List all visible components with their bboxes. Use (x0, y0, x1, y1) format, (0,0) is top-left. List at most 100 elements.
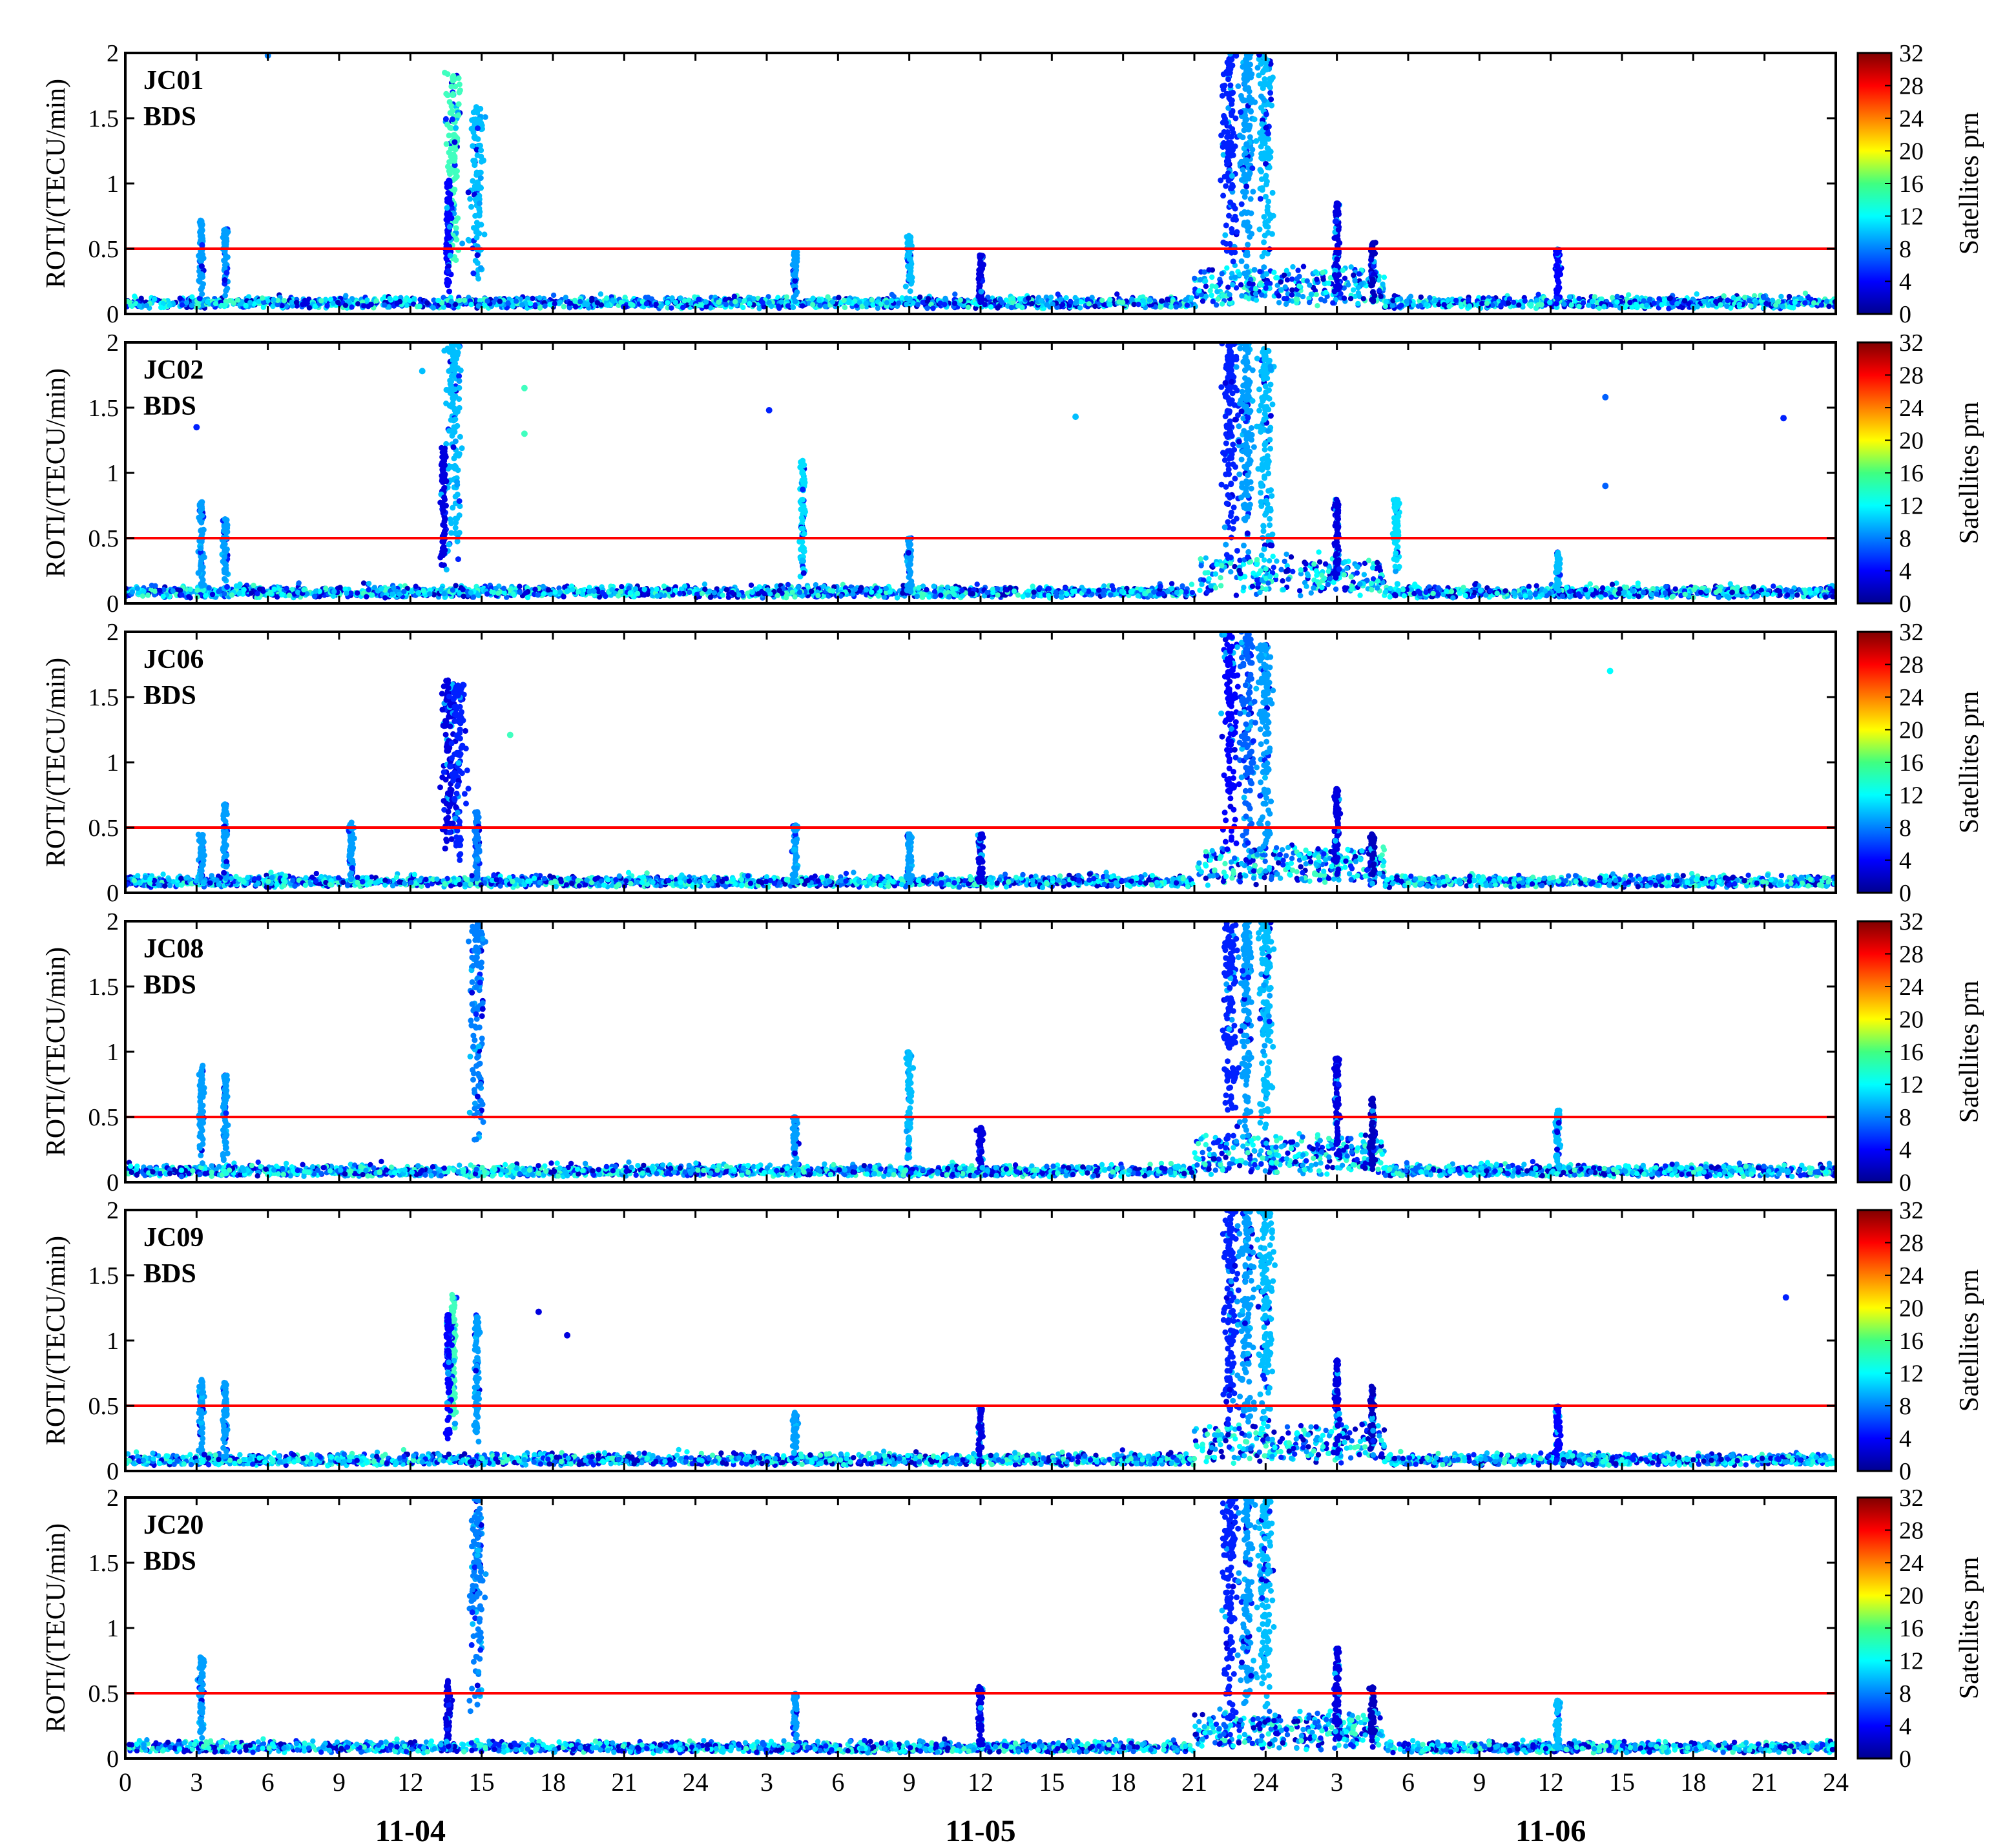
data-point (361, 303, 367, 309)
data-point (1232, 205, 1238, 212)
data-point (740, 304, 746, 311)
data-point (669, 305, 674, 311)
data-point (445, 190, 452, 196)
data-point (1258, 176, 1265, 182)
data-point (1294, 276, 1300, 282)
data-point (1490, 302, 1495, 308)
data-point (452, 158, 457, 164)
data-point (1267, 90, 1274, 96)
data-point (1220, 239, 1227, 245)
data-point (1015, 303, 1021, 309)
data-point (1229, 182, 1236, 188)
data-point (1356, 271, 1362, 277)
data-point (1238, 258, 1245, 264)
data-point (577, 298, 583, 305)
data-point (1254, 65, 1261, 71)
data-point (1622, 304, 1628, 311)
data-point (189, 294, 195, 300)
data-point (1230, 282, 1236, 287)
data-point (1295, 267, 1301, 273)
data-point (471, 225, 477, 231)
data-point (1230, 89, 1236, 96)
data-point (1225, 160, 1231, 167)
data-point (1539, 302, 1544, 308)
data-point (1237, 160, 1243, 167)
data-point (1264, 145, 1271, 151)
data-point (445, 263, 452, 269)
data-point (1627, 299, 1633, 306)
data-point (199, 291, 205, 297)
data-point (446, 168, 452, 174)
data-point (1678, 592, 1684, 599)
data-point (446, 132, 452, 139)
data-point (1278, 287, 1284, 293)
data-point (455, 112, 462, 118)
data-point (908, 261, 915, 267)
data-point (1058, 297, 1064, 302)
data-point (484, 298, 490, 304)
data-point (1298, 567, 1304, 573)
data-point (1189, 295, 1194, 301)
data-point (481, 231, 488, 238)
data-point (1128, 297, 1135, 302)
data-point (1335, 227, 1342, 233)
data-point (1369, 297, 1375, 303)
data-point (645, 295, 651, 300)
data-point (312, 304, 318, 309)
data-point (1348, 264, 1354, 270)
data-point (915, 302, 921, 308)
data-point (1220, 293, 1226, 298)
data-point (792, 278, 798, 284)
data-point (769, 303, 774, 309)
data-point (1308, 291, 1315, 297)
data-point (957, 297, 964, 303)
data-point (859, 304, 866, 309)
data-point (455, 75, 462, 81)
data-point (1244, 65, 1251, 72)
data-point (302, 297, 308, 304)
data-point (942, 302, 948, 308)
data-point (1074, 298, 1080, 304)
data-point (247, 300, 253, 306)
data-point (470, 270, 477, 277)
data-point (474, 260, 481, 266)
data-point (452, 139, 458, 145)
data-point (1516, 302, 1522, 308)
data-point (1747, 298, 1752, 304)
data-point (605, 302, 611, 308)
data-point (1247, 169, 1253, 176)
data-point (978, 288, 984, 295)
data-point (1258, 93, 1264, 99)
data-point (1368, 256, 1374, 263)
data-point (243, 303, 249, 309)
colorbar-tick-label: 24 (1899, 105, 1924, 132)
data-point (1674, 301, 1680, 307)
data-point (1019, 304, 1025, 311)
data-point (1003, 297, 1009, 303)
data-point (1666, 306, 1672, 311)
data-point (1340, 267, 1346, 273)
data-point (1229, 112, 1235, 118)
data-point (1306, 295, 1312, 302)
data-point (1283, 267, 1290, 273)
data-point (698, 302, 703, 308)
colorbar-tick-label: 20 (1899, 138, 1924, 165)
data-point (1763, 300, 1769, 307)
data-point (222, 262, 228, 268)
data-point (1335, 205, 1341, 212)
data-point (1647, 297, 1653, 302)
data-point (453, 257, 459, 264)
data-point (1273, 576, 1279, 583)
data-point (510, 304, 516, 309)
data-point (1263, 124, 1269, 130)
data-point (924, 305, 930, 311)
data-point (1196, 288, 1202, 294)
data-point (1218, 279, 1223, 285)
data-point (1219, 301, 1225, 307)
data-point (1721, 293, 1727, 299)
data-point (1068, 298, 1074, 304)
data-point (1614, 580, 1619, 586)
data-point (1086, 301, 1092, 307)
data-point (1659, 302, 1665, 308)
data-point (1147, 297, 1153, 303)
